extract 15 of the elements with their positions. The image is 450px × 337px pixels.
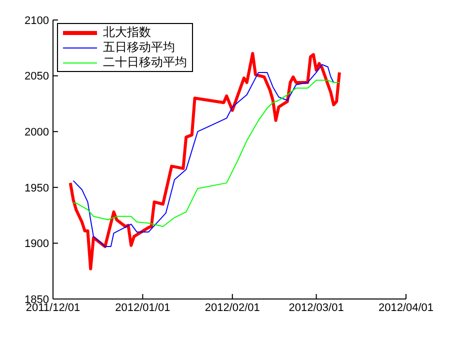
y-tick-label: 2100 [24,14,49,27]
x-tick-label: 2012/01/01 [115,302,170,314]
x-tick-label: 2012/02/01 [204,302,260,314]
x-tick-label: 2012/03/01 [288,302,344,314]
legend-label: 北大指数 [103,25,151,40]
line-series [68,52,341,270]
line-series [72,80,340,227]
y-tick-label: 2050 [24,70,49,83]
legend-label: 五日移动平均 [103,40,175,55]
legend-label: 二十日移动平均 [103,55,187,70]
y-tick-label: 1950 [24,182,49,194]
y-tick-label: 2000 [24,126,49,139]
y-tick-label: 1900 [24,238,49,250]
x-tick-label: 2012/04/01 [378,302,434,314]
x-tick-label: 2011/12/01 [26,302,80,314]
